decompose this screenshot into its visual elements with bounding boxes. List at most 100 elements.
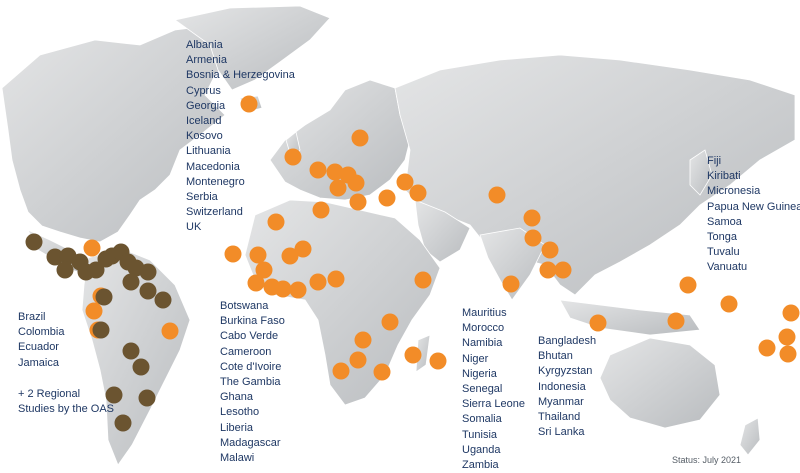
greenland-land: [174, 5, 331, 91]
country-marker-orange: [312, 201, 330, 219]
country-label: Macedonia: [186, 160, 240, 173]
country-label: Bangladesh: [538, 335, 597, 347]
country-marker-orange: [332, 362, 350, 380]
country-marker-brown: [105, 386, 123, 404]
country-marker-orange: [523, 209, 541, 227]
country-label: Liberia: [220, 421, 254, 434]
country-label: Cameroon: [220, 345, 272, 358]
arabia-land: [414, 199, 471, 263]
country-label: Sri Lanka: [538, 426, 585, 439]
country-label: Jamaica: [18, 356, 59, 369]
status-label: Status: July 2021: [672, 455, 742, 465]
country-marker-orange: [224, 245, 242, 263]
country-label: Papua New Guinea: [707, 200, 800, 213]
country-marker-brown: [132, 358, 150, 376]
country-label: Armenia: [186, 54, 227, 67]
country-label: Serbia: [186, 191, 218, 204]
country-marker-orange: [83, 239, 101, 257]
country-label: Albania: [186, 39, 223, 51]
country-label: Uganda: [462, 443, 501, 456]
country-marker-orange: [85, 302, 103, 320]
country-marker-brown: [139, 263, 157, 281]
country-marker-orange: [249, 246, 267, 264]
country-marker-orange: [354, 331, 372, 349]
country-marker-orange: [396, 173, 414, 191]
americas-country-list: Brazil Colombia Ecuador Jamaica: [18, 310, 64, 371]
country-label: Georgia: [186, 99, 226, 112]
country-marker-orange: [161, 322, 179, 340]
india-land: [479, 227, 546, 301]
country-marker-brown: [138, 389, 156, 407]
country-marker-orange: [778, 328, 796, 346]
country-label: Cabo Verde: [220, 330, 279, 343]
japan-land: [689, 149, 713, 196]
country-label: Ghana: [220, 391, 254, 404]
country-label: Myanmar: [538, 395, 584, 408]
country-label: Brazil: [18, 311, 46, 323]
country-label: Samoa: [707, 215, 742, 228]
country-label: Lesotho: [220, 406, 260, 419]
country-marker-orange: [247, 274, 265, 292]
country-marker-orange: [309, 273, 327, 291]
pacific-country-list: Fiji Kiribati Micronesia Papua New Guinea Sa…: [707, 154, 800, 276]
country-label: Sierra Leone: [462, 398, 525, 411]
country-marker-orange: [351, 129, 369, 147]
country-marker-orange: [554, 261, 572, 279]
country-label: Niger: [462, 352, 489, 365]
country-label: Morocco: [462, 322, 505, 335]
country-marker-orange: [347, 174, 365, 192]
africa-country-list-1: Botswana Burkina Faso Cabo Verde Cameroon Co…: [220, 299, 285, 466]
country-label: Senegal: [462, 383, 503, 396]
country-marker-orange: [274, 280, 292, 298]
country-marker-orange: [281, 247, 299, 265]
country-marker-orange: [309, 161, 327, 179]
country-label: Kosovo: [186, 130, 223, 143]
country-marker-orange: [349, 193, 367, 211]
country-label: Nigeria: [462, 367, 497, 380]
country-marker-orange: [381, 313, 399, 331]
country-marker-brown: [139, 282, 157, 300]
country-marker-orange: [782, 304, 800, 322]
country-marker-orange: [267, 213, 285, 231]
country-marker-brown: [154, 291, 172, 309]
country-marker-brown: [95, 288, 113, 306]
country-marker-orange: [329, 179, 347, 197]
europe-country-list: Albania Armenia Bosnia & Herzegovina Cyprus…: [186, 38, 295, 236]
country-marker-brown: [122, 273, 140, 291]
country-label: Montenegro: [186, 175, 245, 188]
country-label: Madagascar: [220, 436, 281, 449]
country-marker-brown: [114, 414, 132, 432]
country-label: Botswana: [220, 300, 269, 312]
africa-country-list-2: Mauritius Morocco Namibia Niger Nigeria Seneg…: [462, 306, 525, 473]
country-label: Lithuania: [186, 145, 231, 158]
country-marker-orange: [404, 346, 422, 364]
country-marker-brown: [56, 261, 74, 279]
country-marker-orange: [409, 184, 427, 202]
country-label: Colombia: [18, 326, 65, 339]
country-label: Somalia: [462, 413, 502, 426]
australia-land: [599, 337, 721, 429]
asia-country-list: Bangladesh Bhutan Kyrgyzstan Indonesia Myanm…: [538, 334, 596, 440]
country-label: Vanuatu: [707, 261, 748, 274]
country-marker-orange: [327, 270, 345, 288]
country-label: Bosnia & Herzegovina: [186, 69, 295, 82]
country-marker-orange: [667, 312, 685, 330]
country-label: Kiribati: [707, 170, 741, 183]
country-label: Fiji: [707, 155, 722, 167]
country-marker-orange: [429, 352, 447, 370]
regional-studies-note: + 2 Regional Studies by the OAS: [18, 388, 114, 416]
brown-markers: [25, 233, 172, 432]
country-label: The Gambia: [220, 376, 281, 389]
country-marker-orange: [326, 163, 344, 181]
country-marker-orange: [679, 276, 697, 294]
country-label: Namibia: [462, 337, 503, 350]
country-marker-orange: [349, 351, 367, 369]
country-label: Zambia: [462, 459, 499, 472]
country-marker-orange: [284, 148, 302, 166]
country-marker-orange: [541, 241, 559, 259]
new-zealand-land: [739, 417, 761, 456]
country-label: Indonesia: [538, 380, 586, 393]
country-label: Burkina Faso: [220, 315, 285, 328]
country-marker-orange: [758, 339, 776, 357]
